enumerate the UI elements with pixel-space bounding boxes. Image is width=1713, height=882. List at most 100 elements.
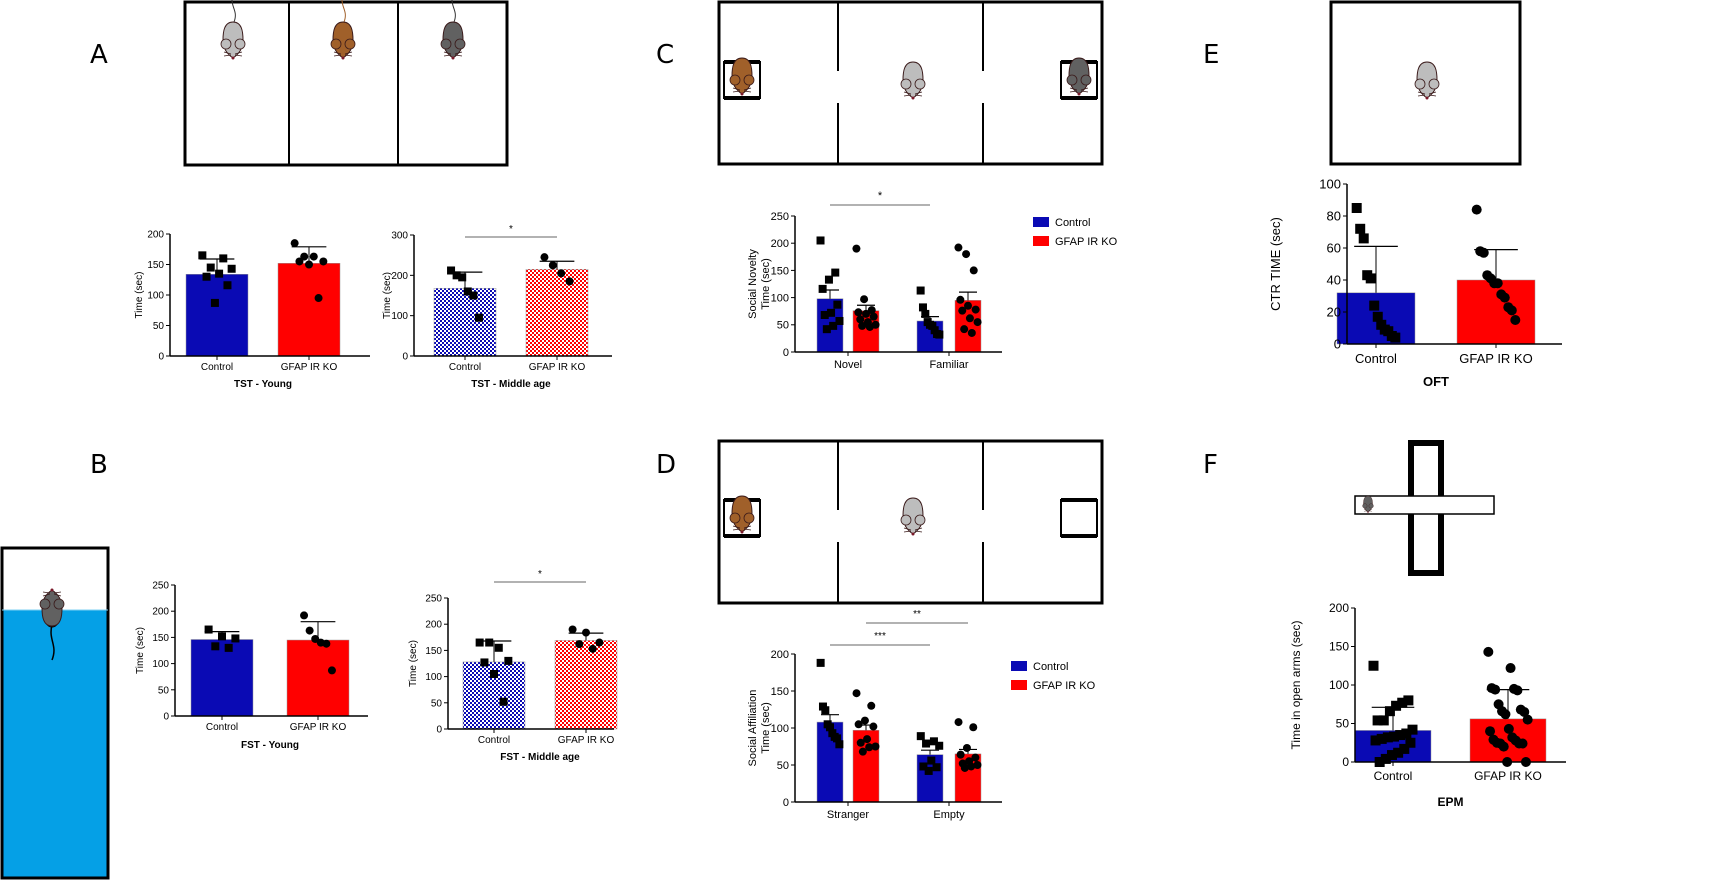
data-point (973, 761, 982, 769)
y-tick-label: 150 (1329, 640, 1349, 654)
data-point (927, 756, 936, 765)
chart-fst-middle: Control GFAP IR KO 0 50 100 150 200 250 Time (se… (408, 569, 618, 763)
data-point (219, 254, 228, 263)
data-point (1380, 753, 1391, 764)
panel-label-e: E (1203, 40, 1220, 70)
data-point (816, 236, 825, 245)
significance-label: ** (913, 609, 921, 620)
data-point (1485, 726, 1496, 737)
chart-tst-young: Control GFAP IR KO 0 50 100 150 200 Time (sec) T… (134, 230, 370, 390)
data-point (1500, 709, 1511, 720)
data-point (202, 272, 211, 281)
chart-social-novelty: Novel Familiar 0 50 100 150 200 250 Social Novel… (747, 190, 1118, 371)
data-point (305, 626, 314, 635)
data-point (856, 315, 865, 324)
legend-label: GFAP IR KO (1055, 236, 1118, 248)
y-tick-label: 0 (783, 347, 789, 359)
y-tick-label: 100 (1319, 177, 1341, 192)
data-point (1498, 741, 1509, 752)
open-field-arena (1329, 0, 1522, 166)
x-tick-label: Control (206, 722, 238, 733)
bar-control (185, 274, 249, 357)
y-tick-label: 50 (431, 698, 443, 709)
y-tick-label: 200 (147, 230, 164, 241)
data-point (1351, 203, 1362, 213)
data-point (305, 260, 313, 269)
data-point (929, 737, 938, 746)
three-chamber-novelty (717, 0, 1104, 166)
y-tick-label: 200 (425, 620, 442, 631)
data-point (960, 325, 969, 334)
data-point (916, 286, 925, 295)
data-point (918, 303, 927, 312)
data-point (954, 243, 963, 252)
data-point (1506, 305, 1517, 316)
data-point (852, 244, 861, 253)
data-point (1517, 738, 1528, 749)
data-point (1512, 685, 1523, 696)
data-point (1499, 292, 1510, 303)
y-tick-label: 60 (1327, 241, 1341, 256)
x-tick-label: GFAP IR KO (558, 735, 615, 746)
y-tick-label: 250 (152, 581, 169, 592)
data-point (327, 666, 336, 675)
bar-ko (286, 639, 350, 717)
data-point (300, 611, 309, 620)
data-point (833, 300, 842, 309)
x-tick-label: Control (1355, 351, 1397, 366)
y-axis-label: Time (sec) (760, 258, 772, 310)
data-point (932, 763, 941, 772)
bar-ko (277, 263, 341, 357)
data-point (829, 321, 838, 330)
data-point (1407, 724, 1418, 735)
data-point (816, 658, 825, 667)
data-point (916, 732, 925, 741)
data-point (824, 275, 833, 284)
data-point (833, 734, 842, 743)
data-point (967, 328, 976, 337)
data-point (854, 720, 863, 729)
x-tick-label: Stranger (827, 809, 870, 821)
data-point (1503, 723, 1514, 734)
data-point (322, 639, 331, 648)
data-point (867, 701, 876, 710)
data-point (211, 642, 220, 651)
data-point (956, 750, 965, 759)
y-tick-label: 100 (1329, 678, 1349, 692)
y-tick-label: 100 (152, 659, 169, 670)
y-tick-label: 0 (436, 725, 442, 736)
data-point (1389, 731, 1400, 742)
x-tick-label: GFAP IR KO (529, 362, 586, 373)
data-point (858, 747, 867, 756)
data-point (956, 295, 965, 304)
data-point (540, 253, 549, 262)
data-point (869, 312, 878, 321)
data-point (475, 638, 484, 647)
data-point (822, 325, 831, 334)
y-tick-label: 0 (158, 352, 164, 363)
data-point (954, 718, 963, 727)
data-point (865, 322, 874, 331)
y-tick-label: 0 (783, 797, 789, 809)
y-tick-label: 100 (391, 311, 408, 322)
data-point (1403, 695, 1414, 706)
data-point (831, 268, 840, 277)
data-point (1405, 737, 1416, 748)
data-point (469, 291, 478, 300)
bar-control (433, 287, 497, 357)
data-point (1358, 233, 1369, 244)
data-point (818, 284, 827, 293)
data-point (1401, 728, 1412, 739)
y-tick-label: 200 (771, 238, 789, 250)
legend-label: Control (1055, 217, 1090, 229)
y-tick-label: 150 (147, 260, 164, 271)
data-point (835, 316, 844, 325)
data-point (1490, 684, 1501, 695)
data-point (309, 252, 318, 261)
y-tick-label: 50 (158, 685, 170, 696)
data-point (568, 625, 577, 634)
data-point (862, 309, 870, 318)
data-point (1368, 660, 1379, 671)
data-point (447, 266, 456, 275)
